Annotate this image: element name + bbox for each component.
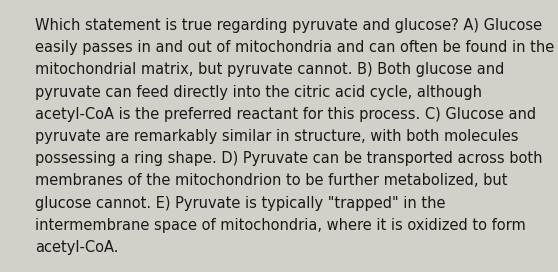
Text: Which statement is true regarding pyruvate and glucose? A) Glucose easily passes: Which statement is true regarding pyruva… [35,18,554,255]
